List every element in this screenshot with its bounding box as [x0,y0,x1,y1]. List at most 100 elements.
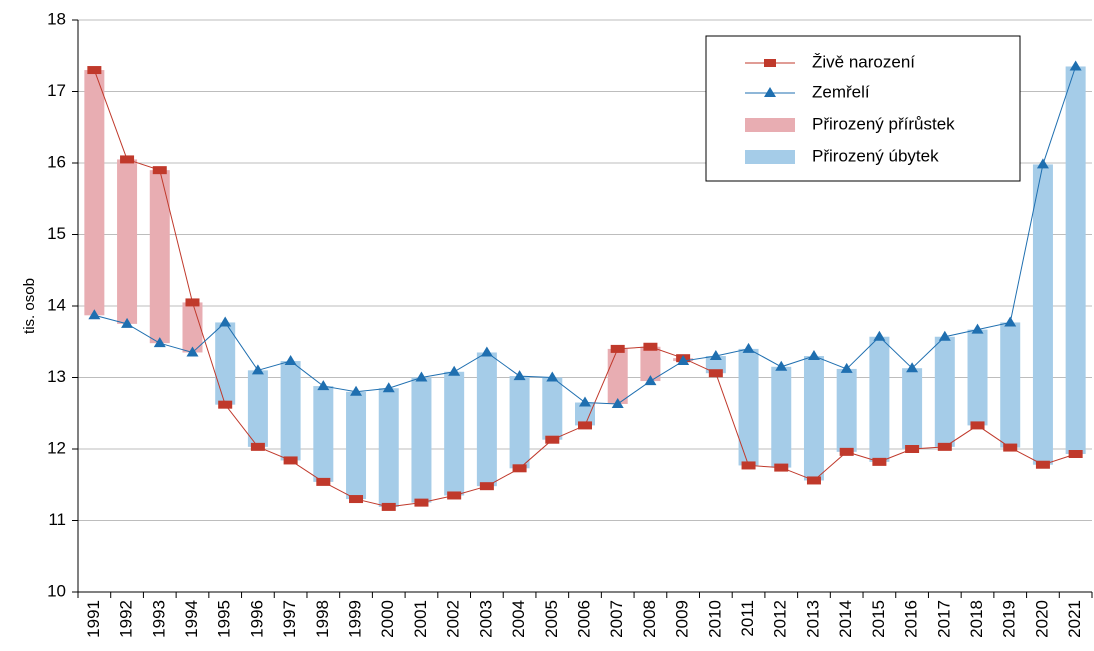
marker [937,442,952,451]
marker [709,350,722,361]
marker [479,482,494,491]
marker [840,362,853,373]
marker [480,346,493,357]
difference-bar [902,368,923,449]
difference-bar [1065,66,1086,455]
difference-bar [149,170,170,344]
x-tick-label: 1992 [117,600,136,638]
x-tick-label: 1998 [313,600,332,638]
marker [284,355,297,366]
marker [1036,158,1049,169]
marker [806,476,821,485]
difference-bar [771,366,792,468]
x-tick-label: 2000 [378,600,397,638]
x-tick-label: 1994 [182,600,201,638]
legend-swatch [745,118,795,132]
marker [971,323,984,334]
marker [643,342,658,351]
x-tick-label: 2016 [902,600,921,638]
difference-bar [640,346,661,382]
marker [839,447,854,456]
marker [381,502,396,511]
marker [578,421,592,430]
marker [120,155,135,164]
x-tick-label: 2021 [1065,600,1084,638]
difference-bar [411,377,432,503]
difference-bar [575,402,595,426]
y-tick-label: 16 [47,152,66,171]
marker [742,342,755,353]
marker [88,309,101,320]
x-tick-label: 2004 [509,600,528,638]
x-tick-label: 2009 [673,600,692,638]
x-tick-label: 2015 [869,600,888,638]
marker [1003,443,1018,452]
marker [350,385,363,396]
y-tick-label: 17 [47,81,66,100]
x-tick-label: 2018 [967,600,986,638]
difference-bar [476,352,497,487]
legend: Živě narození Zemřelí Přirozený přírůstek P… [705,35,1021,182]
marker [873,330,886,341]
legend-swatch [745,150,795,164]
marker [1004,316,1017,327]
marker [775,360,788,371]
marker [186,346,199,357]
x-tick-label: 2013 [803,600,822,638]
marker [610,344,625,353]
difference-bar [117,159,138,324]
marker [545,435,560,444]
marker [807,350,820,361]
marker [970,421,985,430]
marker [349,495,364,504]
marker [316,477,331,486]
y-tick-label: 14 [47,295,66,314]
legend-label: Zemřelí [812,82,870,101]
difference-bar [836,368,857,452]
x-tick-label: 2003 [476,600,495,638]
difference-bar [346,391,367,500]
marker [251,364,264,375]
difference-bar [444,371,465,496]
marker [218,400,233,409]
marker [579,396,591,407]
marker [644,375,657,386]
marker [87,66,102,75]
marker [938,330,951,341]
legend-label: Přirozený přírůstek [812,114,955,133]
marker [250,442,265,451]
legend-marker [764,87,776,97]
legend-label: Přirozený úbytek [812,146,939,165]
difference-bar [1032,164,1053,465]
marker [185,298,200,307]
marker [1069,60,1082,71]
marker [447,491,462,500]
x-tick-label: 2012 [771,600,790,638]
x-tick-label: 2006 [574,600,593,638]
marker [905,445,920,453]
marker [1068,450,1083,459]
marker [546,371,559,382]
marker [448,365,461,376]
x-tick-label: 1996 [247,600,266,638]
marker [512,464,527,473]
y-axis-label: tis. osob [21,278,38,334]
x-tick-label: 2007 [607,600,626,638]
y-tick-label: 15 [47,224,66,243]
y-tick-label: 13 [47,367,66,386]
x-tick-label: 2008 [640,600,659,638]
difference-bar [84,70,105,316]
x-tick-label: 1997 [280,600,299,638]
difference-bar [313,386,334,482]
difference-bar [215,322,236,405]
x-tick-label: 2019 [1000,600,1019,638]
marker [153,337,166,348]
difference-bar [803,356,824,481]
marker [382,382,395,393]
marker [906,362,919,373]
marker [414,498,429,507]
marker [513,370,526,381]
marker [741,461,756,470]
